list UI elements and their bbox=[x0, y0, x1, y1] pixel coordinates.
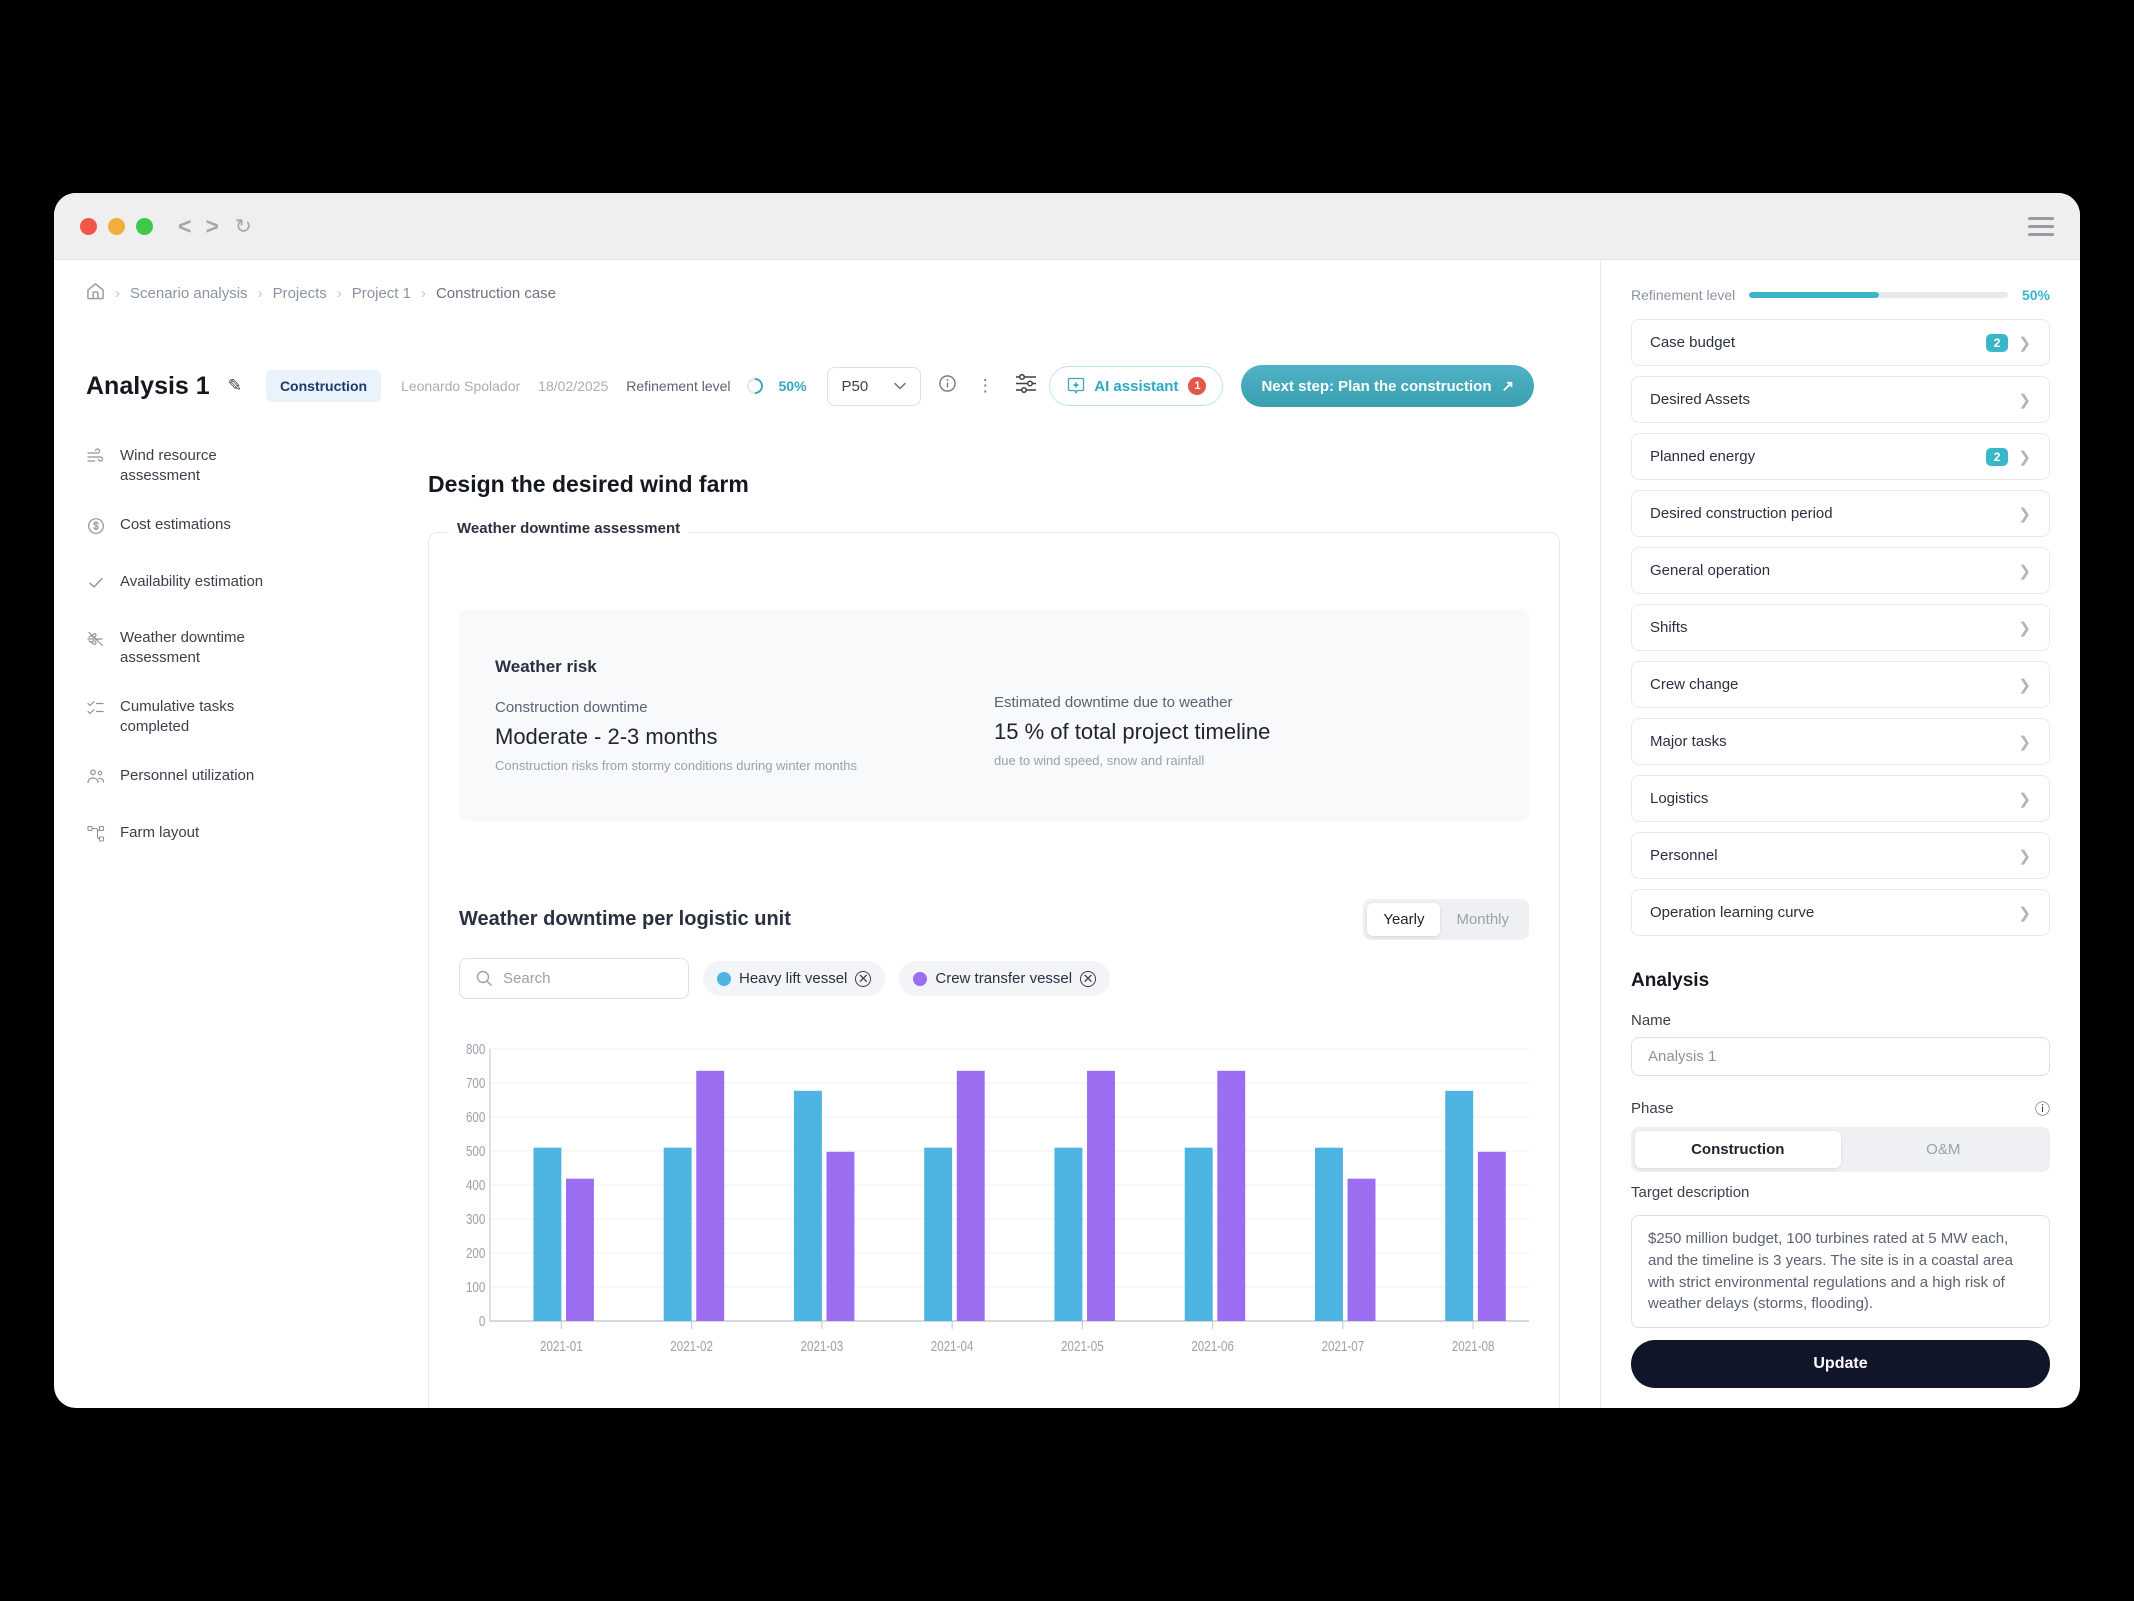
svg-text:2021-06: 2021-06 bbox=[1191, 1338, 1234, 1355]
svg-text:2021-02: 2021-02 bbox=[670, 1338, 713, 1355]
svg-text:300: 300 bbox=[466, 1211, 485, 1228]
svg-text:2021-07: 2021-07 bbox=[1322, 1338, 1365, 1355]
svg-text:200: 200 bbox=[466, 1245, 485, 1262]
svg-text:600: 600 bbox=[466, 1109, 485, 1126]
svg-text:100: 100 bbox=[466, 1279, 485, 1296]
svg-text:0: 0 bbox=[479, 1313, 485, 1330]
svg-text:700: 700 bbox=[466, 1075, 485, 1092]
svg-text:2021-08: 2021-08 bbox=[1452, 1338, 1495, 1355]
svg-text:800: 800 bbox=[466, 1041, 485, 1058]
svg-text:400: 400 bbox=[466, 1177, 485, 1194]
svg-text:2021-04: 2021-04 bbox=[931, 1338, 974, 1355]
svg-text:500: 500 bbox=[466, 1143, 485, 1160]
svg-text:2021-05: 2021-05 bbox=[1061, 1338, 1104, 1355]
svg-text:2021-01: 2021-01 bbox=[540, 1338, 583, 1355]
svg-text:2021-03: 2021-03 bbox=[801, 1338, 844, 1355]
